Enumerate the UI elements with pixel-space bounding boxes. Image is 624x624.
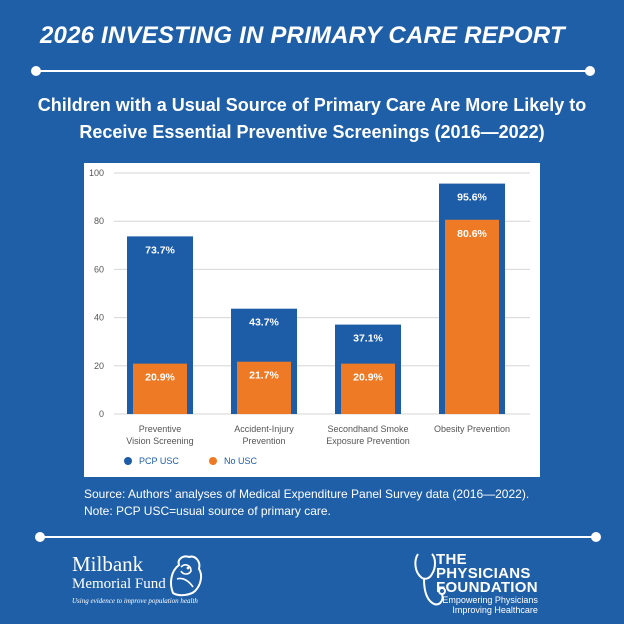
milbank-tagline: Using evidence to improve population hea… (72, 597, 198, 605)
data-label: 37.1% (353, 333, 383, 345)
pf-line-1: THE (436, 551, 467, 568)
divider-dot-left (35, 532, 45, 542)
data-label: 43.7% (249, 317, 279, 329)
legend-swatch-no-usc (209, 457, 217, 465)
bar-no-usc (237, 361, 291, 414)
milbank-logo: Milbank Memorial Fund Using evidence to … (72, 553, 198, 605)
data-label: 20.9% (353, 372, 383, 384)
y-tick-label: 40 (94, 313, 104, 323)
top-divider (31, 66, 595, 76)
lion-icon (170, 555, 203, 597)
milbank-subname: Memorial Fund (72, 576, 166, 592)
pf-tagline-1: Empowering Physicians (442, 595, 538, 605)
x-tick-label: Prevention (242, 436, 285, 446)
bar-no-usc (445, 219, 499, 414)
legend-swatch-pcp-usc (124, 457, 132, 465)
y-tick-label: 100 (89, 168, 104, 178)
data-label: 21.7% (249, 370, 279, 382)
source-notes: Source: Authors’ analyses of Medical Exp… (84, 486, 604, 520)
x-tick-label: Obesity Prevention (434, 424, 510, 434)
bottom-divider (35, 532, 601, 542)
bar-chart: 0 20 40 60 80 100 73.7% 43.7% 37.1% 95.6% 20.9% 21.… (89, 168, 530, 466)
physicians-foundation-logo: THE PHYSICIANS FOUNDATION Empowering Phy… (436, 551, 538, 615)
chart-title: Children with a Usual Source of Primary … (37, 95, 587, 142)
legend-label: PCP USC (139, 456, 179, 466)
chart-panel: 0 20 40 60 80 100 73.7% 43.7% 37.1% 95.6% 20.9% 21.… (84, 163, 540, 477)
pf-line-2: PHYSICIANS (436, 565, 531, 582)
y-tick-label: 60 (94, 264, 104, 274)
divider-dot-left (31, 66, 41, 76)
x-tick-label: Preventive (139, 424, 182, 434)
bar-no-usc (133, 363, 187, 414)
data-label: 80.6% (457, 228, 487, 240)
stethoscope-icon (414, 553, 446, 606)
legend-label: No USC (224, 456, 258, 466)
note-text: Note: PCP USC=usual source of primary ca… (84, 504, 331, 518)
y-tick-label: 80 (94, 216, 104, 226)
x-tick-label: Vision Screening (126, 436, 193, 446)
y-tick-label: 0 (99, 409, 104, 419)
divider-dot-right (585, 66, 595, 76)
bar-no-usc (341, 363, 395, 414)
x-tick-label: Accident-Injury (234, 424, 294, 434)
data-label: 73.7% (145, 244, 175, 256)
x-tick-label: Exposure Prevention (326, 436, 410, 446)
divider-dot-right (591, 532, 601, 542)
report-title: 2026 INVESTING IN PRIMARY CARE REPORT (40, 22, 565, 49)
pf-line-3: FOUNDATION (436, 579, 538, 596)
x-tick-label: Secondhand Smoke (327, 424, 408, 434)
y-tick-label: 20 (94, 361, 104, 371)
data-label: 20.9% (145, 372, 175, 384)
data-label: 95.6% (457, 192, 487, 204)
pf-tagline-2: Improving Healthcare (452, 605, 538, 615)
source-text: Source: Authors’ analyses of Medical Exp… (84, 487, 530, 501)
milbank-name: Milbank (72, 552, 144, 576)
